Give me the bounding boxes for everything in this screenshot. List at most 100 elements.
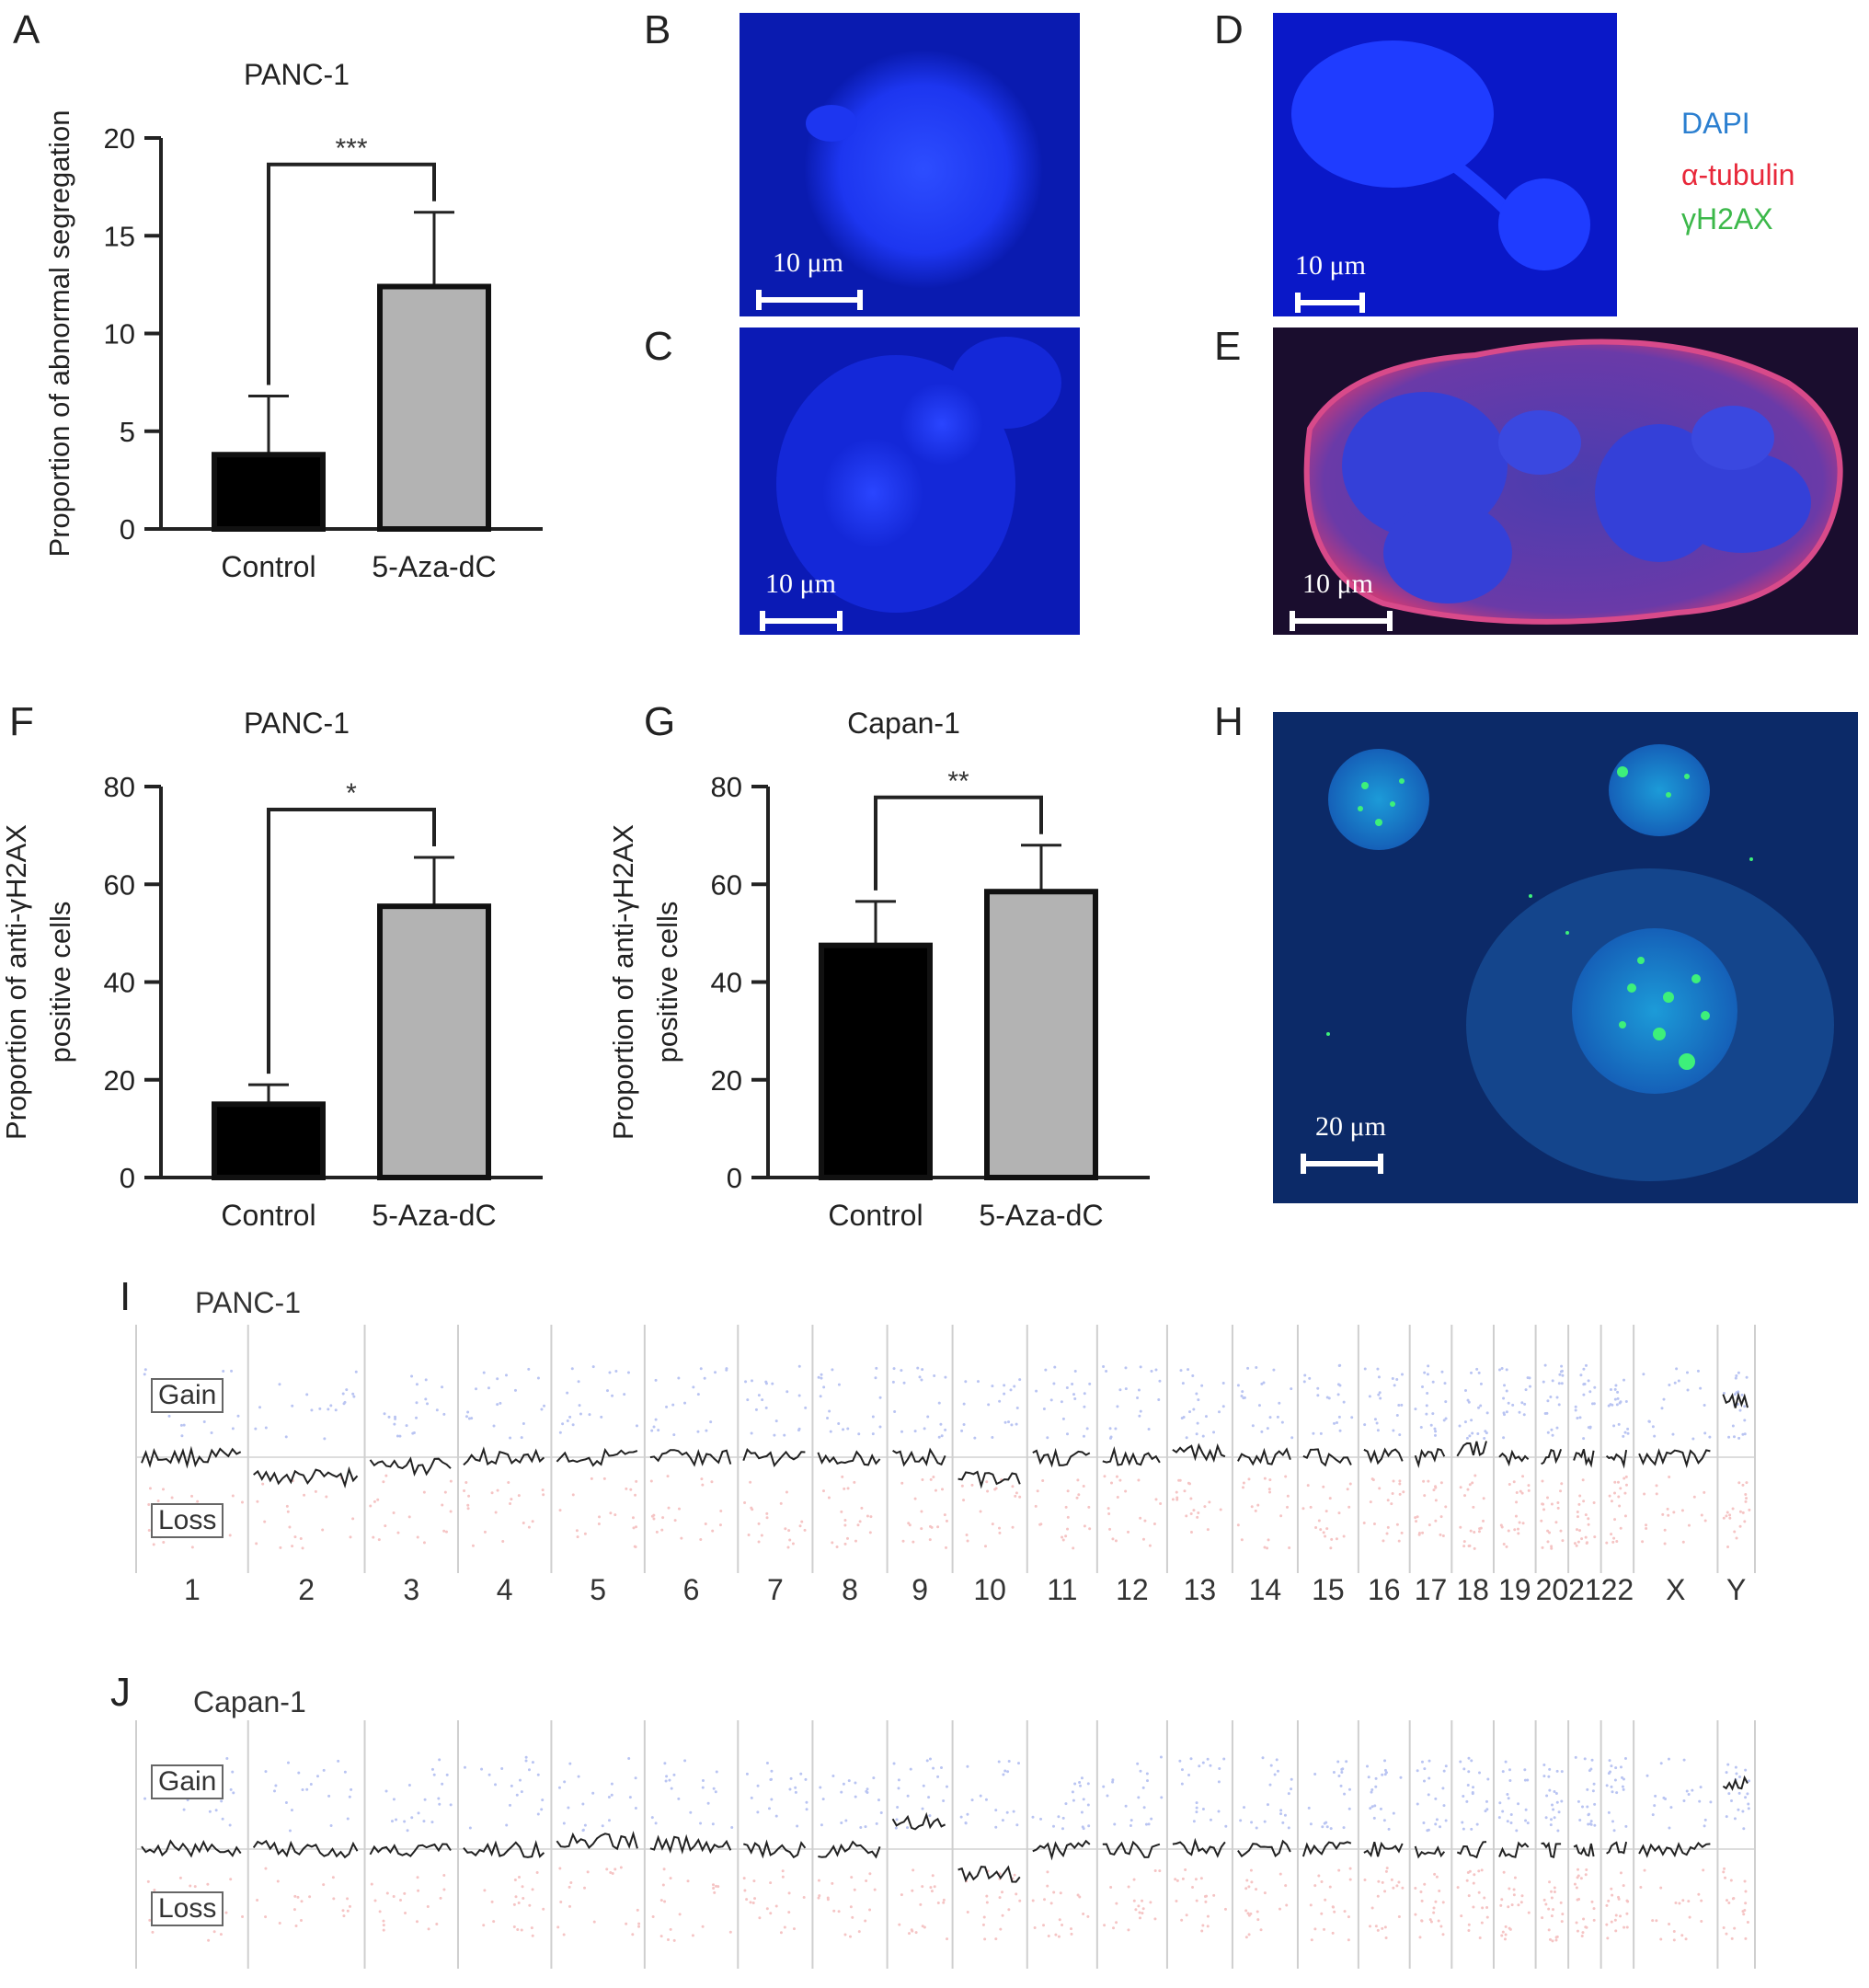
panel-letter-a: A: [13, 7, 40, 52]
scale-line: [1301, 1154, 1383, 1174]
x-tick-label: 5-Aza-dC: [979, 1199, 1103, 1232]
cnv-dots: [256, 1759, 353, 1927]
panel-letter-e: E: [1214, 324, 1242, 369]
cnv-trace-chr-8: [817, 1450, 881, 1466]
panel-letter-j: J: [110, 1670, 131, 1715]
cnv-trace-chr-17: [1414, 1447, 1446, 1469]
y-tick-label: 60: [104, 868, 135, 901]
cnv-trace-chr-18: [1456, 1441, 1487, 1457]
chromosome-label: 3: [403, 1573, 419, 1601]
loss-label-panc1: Loss: [151, 1503, 224, 1538]
cnv-trace-chr-4: [463, 1446, 545, 1466]
cnv-dots: [1722, 1763, 1751, 1940]
bar-5-aza-dc: [377, 283, 491, 532]
cnv-trace-chr-Y: [1722, 1391, 1749, 1408]
panel-letter-c: C: [644, 324, 673, 369]
micrograph-h: 20 μm: [1273, 712, 1858, 1203]
cnv-dots: [1414, 1759, 1448, 1939]
significance-bracket: [874, 795, 1043, 891]
chromosome-label: 22: [1601, 1573, 1634, 1601]
cnv-dots: [1031, 1776, 1091, 1938]
cnv-dots: [1641, 1367, 1712, 1546]
chromosome-label: 20: [1536, 1573, 1569, 1601]
cnv-dots: [1605, 1378, 1630, 1545]
y-tick-label: 5: [120, 416, 135, 448]
chromosome-label: 5: [590, 1573, 606, 1601]
y-tick-label: 60: [711, 868, 742, 901]
nucleus-shape: [1328, 749, 1429, 850]
cnv-trace-chr-11: [1032, 1839, 1091, 1861]
cnv-plot-panc1: 1 2 3 4 5 6 7 8 9 10 11 12 13 14 15 16 17 18 19 20 21 22 X Y: [135, 1325, 1756, 1601]
scale-bar-h: 20 μm: [1301, 1111, 1429, 1174]
cnv-trace-chr-X: [1638, 1841, 1711, 1858]
scale-bar-b: 10 μm: [756, 247, 866, 310]
bar-chart-g: Capan-1 Proportion of anti-γH2AX positive …: [607, 707, 1150, 1232]
cnv-trace-chr-Y: [1722, 1775, 1749, 1791]
chromosome-label: 13: [1184, 1573, 1217, 1601]
nucleus-shape: [804, 50, 1043, 289]
cnv-trace-chr-9: [891, 1811, 946, 1831]
panel-letter-i: I: [120, 1274, 132, 1319]
cnv-trace-chr-21: [1573, 1843, 1595, 1857]
cnv-trace-chr-12: [1102, 1840, 1161, 1858]
gain-label-panc1: Gain: [151, 1378, 224, 1413]
chromosome-label: 19: [1498, 1573, 1531, 1601]
x-tick-label: Control: [221, 1199, 315, 1232]
foci-spots: [1326, 766, 1753, 1070]
cnv-dots: [650, 1759, 734, 1942]
cnv-trace-chr-20: [1541, 1841, 1562, 1859]
chromosome-label: 18: [1456, 1573, 1489, 1601]
cnv-dots: [959, 1759, 1022, 1941]
cnv-trace-chr-5: [556, 1447, 638, 1467]
cnv-dots: [1362, 1367, 1405, 1543]
cnv-trace-chr-7: [742, 1448, 806, 1467]
cnv-trace-chr-14: [1237, 1839, 1291, 1858]
cnv-dots: [892, 1757, 949, 1941]
cnv-dots: [1573, 1755, 1597, 1937]
cnv-trace-chr-16: [1363, 1841, 1404, 1858]
cnv-trace-chr-17: [1414, 1845, 1446, 1859]
nucleus-shape: [1572, 928, 1737, 1094]
cnv-dots: [1414, 1364, 1448, 1538]
cnv-dots: [556, 1756, 641, 1936]
bar-control: [212, 1101, 326, 1180]
cnv-dots: [1722, 1371, 1751, 1549]
cnv-dots: [1497, 1366, 1532, 1548]
y-tick-label: 0: [120, 1162, 135, 1194]
y-axis-label: positive cells: [651, 902, 683, 1063]
cnv-trace-chr-10: [957, 1470, 1021, 1489]
scale-bar-d: 10 μm: [1295, 250, 1405, 313]
x-tick-label: 5-Aza-dC: [372, 550, 496, 583]
cnv-dots: [1639, 1757, 1713, 1942]
cnv-trace-chr-3: [369, 1843, 452, 1857]
cnv-trace-chr-2: [252, 1839, 359, 1859]
cnv-trace-chr-13: [1172, 1837, 1226, 1858]
cnv-trace-chr-6: [649, 1833, 732, 1855]
scale-label: 10 μm: [1302, 569, 1373, 599]
cnv-dots: [1174, 1757, 1228, 1933]
cnv-trace-chr-1: [141, 1839, 242, 1858]
legend-dapi: DAPI: [1681, 107, 1750, 140]
significance-bracket: [267, 808, 436, 1074]
cnv-title-panc1: PANC-1: [195, 1286, 301, 1319]
cnv-dots: [1605, 1756, 1630, 1940]
bar-control: [212, 452, 326, 532]
y-tick-label: 20: [104, 122, 135, 155]
cnv-dots: [1456, 1756, 1490, 1940]
chromosome-label: 11: [1047, 1573, 1077, 1601]
y-tick-label: 0: [727, 1162, 742, 1194]
cnv-dots: [817, 1366, 882, 1548]
cnv-trace-chr-7: [743, 1839, 807, 1859]
cnv-trace-chr-22: [1606, 1841, 1628, 1855]
scale-label: 10 μm: [765, 569, 836, 599]
scale-line: [760, 611, 843, 631]
scale-line: [756, 290, 863, 310]
cnv-dots: [1171, 1368, 1225, 1534]
cnv-trace-chr-21: [1573, 1448, 1595, 1468]
cnv-trace-chr-20: [1541, 1448, 1563, 1465]
y-tick-label: 20: [104, 1064, 135, 1097]
nucleus-shape: [1383, 502, 1512, 603]
chromosome-label: 21: [1568, 1573, 1601, 1601]
cnv-trace-chr-15: [1302, 1448, 1352, 1467]
